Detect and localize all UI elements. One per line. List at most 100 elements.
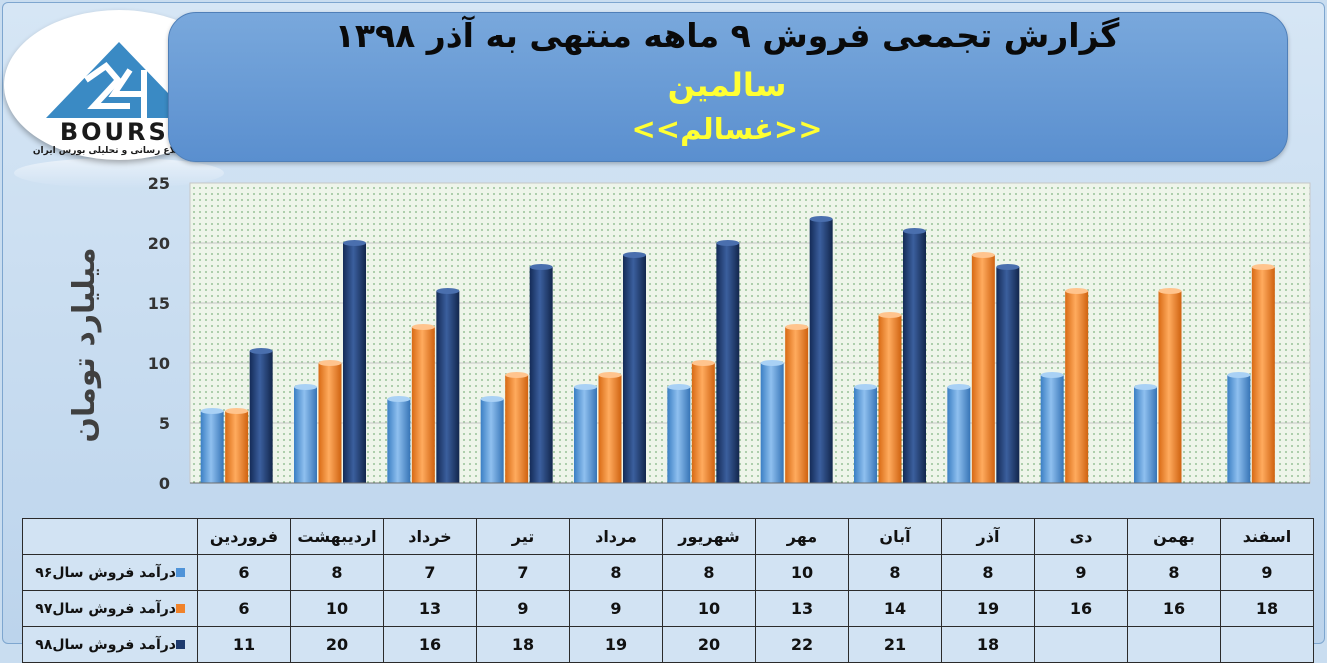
table-cell: 16 (383, 626, 477, 663)
series-label-cell: درآمد فروش سال۹۶ (22, 554, 198, 591)
bar (294, 384, 317, 483)
category-label: تیر (476, 518, 570, 555)
bourse-logo-icon (46, 42, 192, 118)
bar-body (225, 411, 249, 483)
bar-body (387, 399, 411, 483)
bar-cap (1251, 264, 1275, 270)
category-label: آبان (848, 518, 942, 555)
bar-cap (480, 396, 504, 402)
bar-cap (200, 408, 224, 414)
bar-cap (996, 264, 1020, 270)
table-cell: 8 (569, 554, 663, 591)
table-cell: 7 (476, 554, 570, 591)
legend-swatch-96 (176, 568, 185, 577)
bar-cap (294, 384, 317, 390)
y-tick-labels: 0 5 10 15 20 25 (148, 174, 170, 493)
table-cell: 9 (1220, 554, 1314, 591)
header-corner-cell (22, 518, 198, 555)
table-cell (1034, 626, 1128, 663)
bar (411, 324, 435, 483)
table-cell: 14 (848, 590, 942, 627)
bar (225, 408, 249, 483)
bar (903, 228, 926, 483)
bar (996, 264, 1020, 483)
bar-cap (529, 264, 553, 270)
bar-body (436, 291, 460, 483)
bar (480, 396, 504, 483)
bar-cap (574, 384, 597, 390)
bar-body (529, 267, 553, 483)
category-label: خرداد (383, 518, 477, 555)
bar-cap (343, 240, 366, 246)
table-cell: 8 (1127, 554, 1221, 591)
bar-body (480, 399, 504, 483)
bar-cap (505, 372, 529, 378)
bar (574, 384, 597, 483)
bar (809, 216, 833, 483)
table-cell: 6 (197, 554, 291, 591)
table-cell: 13 (383, 590, 477, 627)
bar-cap (878, 312, 902, 318)
title-banner (168, 12, 1288, 162)
bar (318, 360, 342, 483)
bar-cap (436, 288, 460, 294)
bar-cap (971, 252, 995, 258)
legend-swatch-97 (176, 604, 185, 613)
bar-cap (760, 360, 784, 366)
bar-cap (249, 348, 273, 354)
bar-series (200, 216, 1275, 483)
bar-body (691, 363, 715, 483)
category-label: بهمن (1127, 518, 1221, 555)
bar-body (971, 255, 995, 483)
bar (1227, 372, 1251, 483)
table-cell: 9 (476, 590, 570, 627)
bar (1158, 288, 1182, 483)
bar (249, 348, 273, 483)
bar-cap (809, 216, 833, 222)
data-table: فروردین اردیبهشت خرداد تیر مرداد شهریور … (22, 518, 1314, 663)
bar (971, 252, 995, 483)
bar (1065, 288, 1089, 483)
table-cell: 20 (662, 626, 756, 663)
table-cell: 11 (197, 626, 291, 663)
bar-body (1227, 375, 1251, 483)
gridlines (190, 182, 1310, 424)
bar-body (760, 363, 784, 483)
y-tick-label: 5 (159, 414, 170, 433)
bar-cap (411, 324, 435, 330)
bar (785, 324, 809, 483)
bar (623, 252, 646, 483)
bar-body (200, 411, 224, 483)
bar (1040, 372, 1064, 483)
table-cell: 16 (1034, 590, 1128, 627)
bar-body (785, 327, 809, 483)
legend-entry-98: درآمد فروش سال۹۸ (35, 636, 176, 653)
bar (529, 264, 553, 483)
table-row-98: درآمد فروش سال۹۸ 11 20 16 18 19 20 22 21… (22, 626, 1314, 663)
table-cell: 9 (569, 590, 663, 627)
legend-entry-96: درآمد فروش سال۹۶ (35, 564, 176, 581)
table-cell: 6 (197, 590, 291, 627)
bar-body (947, 387, 971, 483)
table-cell: 9 (1034, 554, 1128, 591)
series-label-cell: درآمد فروش سال۹۷ (22, 590, 198, 627)
bar (343, 240, 366, 483)
table-row-96: درآمد فروش سال۹۶ 6 8 7 7 8 8 10 8 8 9 8 … (22, 554, 1314, 591)
bar (598, 372, 622, 483)
category-header-row: فروردین اردیبهشت خرداد تیر مرداد شهریور … (22, 518, 1314, 555)
table-cell: 20 (290, 626, 384, 663)
bar (760, 360, 784, 483)
bar-cap (785, 324, 809, 330)
category-label: آذر (941, 518, 1035, 555)
bar-body (854, 387, 877, 483)
bar-chart: 0 5 10 15 20 25 (148, 174, 1311, 493)
y-tick-label: 0 (159, 474, 170, 493)
table-cell: 18 (1220, 590, 1314, 627)
bar-body (574, 387, 597, 483)
category-label: فروردین (197, 518, 291, 555)
bar (716, 240, 740, 483)
bar (691, 360, 715, 483)
company-name: سالمین (667, 66, 787, 104)
legend-swatch-98 (176, 640, 185, 649)
bar-body (343, 243, 366, 483)
